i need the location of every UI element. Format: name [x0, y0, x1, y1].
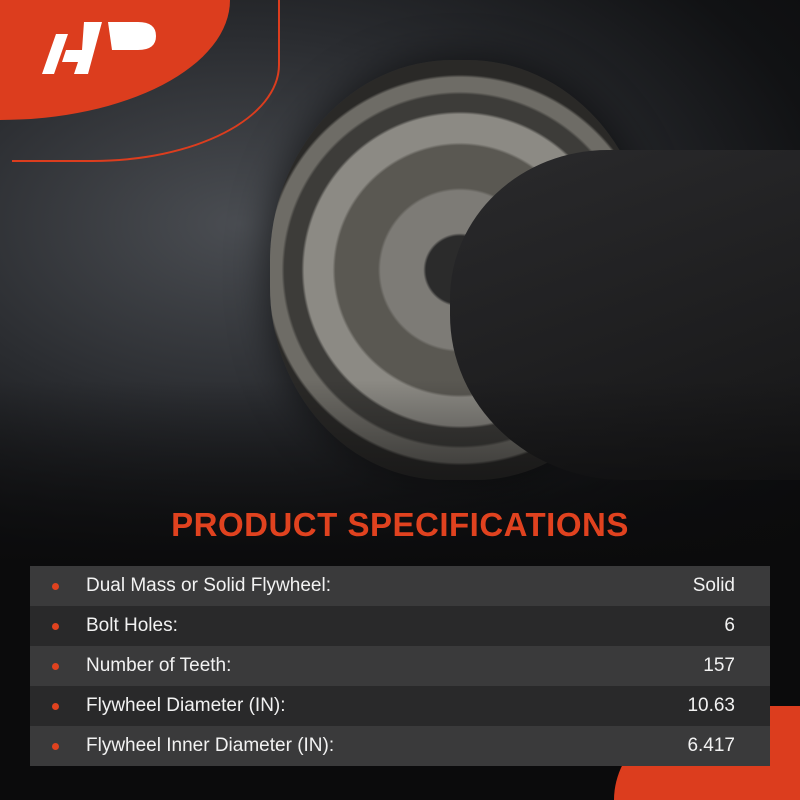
- bullet-icon: [52, 742, 59, 750]
- spec-label: Dual Mass or Solid Flywheel:: [86, 575, 331, 596]
- spec-table: Dual Mass or Solid Flywheel: Solid Bolt H…: [30, 566, 770, 766]
- spec-label: Bolt Holes:: [86, 615, 178, 636]
- spec-row: Flywheel Inner Diameter (IN): 6.417: [30, 726, 770, 766]
- bullet-icon: [52, 662, 59, 670]
- bullet-icon: [52, 702, 59, 710]
- spec-value: Solid: [692, 575, 735, 596]
- spec-row: Number of Teeth: 157: [30, 646, 770, 686]
- spec-row: Bolt Holes: 6: [30, 606, 770, 646]
- spec-value: 6: [724, 615, 735, 636]
- spec-value: 10.63: [687, 695, 735, 716]
- bullet-icon: [52, 582, 59, 590]
- section-title: PRODUCT SPECIFICATIONS: [171, 506, 629, 543]
- spec-row: Dual Mass or Solid Flywheel: Solid: [30, 566, 770, 606]
- spec-label: Flywheel Diameter (IN):: [86, 695, 286, 716]
- bullet-icon: [52, 622, 59, 630]
- spec-label: Flywheel Inner Diameter (IN):: [86, 735, 335, 756]
- spec-value: 157: [703, 655, 735, 676]
- spec-label: Number of Teeth:: [86, 655, 232, 676]
- photo-fade: [0, 380, 800, 570]
- brand-logo-icon: [42, 22, 156, 74]
- spec-value: 6.417: [687, 735, 735, 756]
- product-photo-flywheel: [0, 0, 800, 570]
- spec-row: Flywheel Diameter (IN): 10.63: [30, 686, 770, 726]
